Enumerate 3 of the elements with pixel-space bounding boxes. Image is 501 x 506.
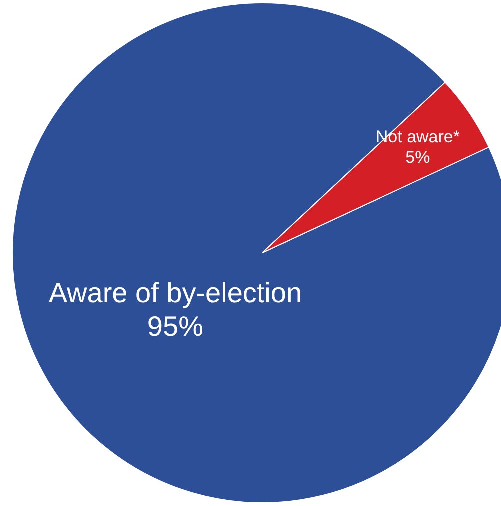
slice-label: Aware of by-election — [48, 278, 302, 309]
data-label: 95% — [147, 311, 204, 342]
data-label: 5% — [406, 148, 430, 168]
